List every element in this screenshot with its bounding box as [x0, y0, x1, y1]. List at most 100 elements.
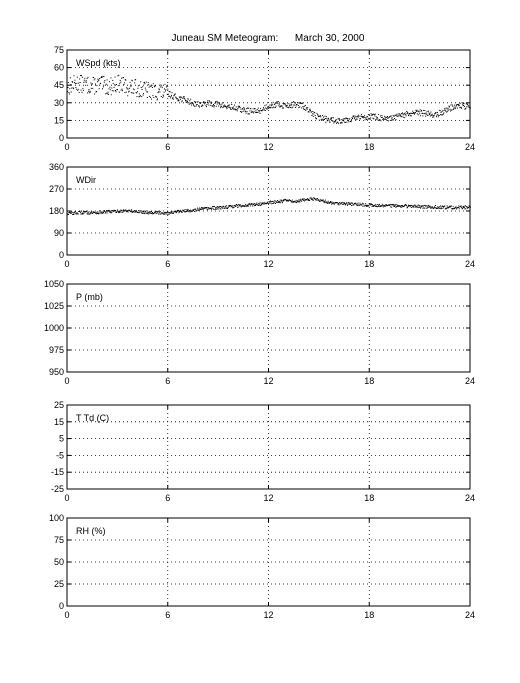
data-point — [187, 208, 189, 210]
data-point — [96, 211, 98, 213]
data-point — [100, 77, 102, 78]
data-point — [186, 211, 188, 212]
data-point — [295, 105, 297, 107]
data-point — [193, 101, 195, 103]
data-point — [110, 210, 112, 212]
y-tick-label: 100 — [49, 513, 64, 523]
data-point — [99, 210, 101, 212]
data-point — [130, 86, 132, 88]
data-point — [300, 102, 302, 103]
data-point — [252, 108, 254, 110]
data-point — [255, 205, 256, 206]
data-point — [144, 81, 145, 83]
data-point — [414, 204, 416, 206]
data-point — [426, 112, 428, 114]
data-point — [96, 81, 98, 83]
data-point — [284, 199, 286, 201]
data-point — [302, 102, 304, 104]
data-point — [118, 74, 120, 76]
data-point — [259, 202, 261, 204]
x-tick-label: 12 — [263, 610, 273, 620]
data-point — [301, 107, 303, 109]
data-point — [81, 91, 83, 93]
data-point — [389, 203, 391, 205]
data-point — [217, 101, 219, 103]
data-point — [376, 116, 378, 118]
data-point — [130, 84, 131, 86]
data-point — [463, 105, 464, 106]
data-point — [455, 107, 457, 109]
data-point — [90, 211, 92, 213]
data-point — [68, 212, 70, 214]
data-point — [419, 205, 421, 207]
data-point — [342, 204, 344, 205]
data-point — [165, 86, 167, 88]
data-point — [413, 112, 415, 113]
data-point — [192, 209, 194, 211]
data-point — [94, 78, 96, 80]
data-point — [247, 204, 249, 206]
data-point — [164, 213, 165, 215]
data-point — [109, 211, 111, 213]
data-point — [431, 113, 433, 115]
data-point — [109, 81, 110, 83]
data-point — [338, 204, 340, 206]
data-point — [369, 118, 371, 120]
data-point — [222, 207, 224, 209]
data-point — [114, 84, 116, 86]
data-point — [385, 116, 387, 118]
y-tick-label: 45 — [54, 80, 64, 90]
data-point — [88, 90, 89, 92]
data-point — [79, 82, 81, 83]
data-point — [206, 208, 208, 210]
y-tick-label: 270 — [49, 184, 64, 194]
data-point — [458, 103, 460, 105]
data-point — [135, 79, 137, 81]
data-point — [181, 101, 183, 103]
data-point — [126, 210, 128, 212]
data-point — [430, 111, 432, 113]
data-point — [437, 206, 439, 208]
data-point — [116, 209, 118, 211]
data-point — [253, 204, 255, 205]
data-point — [411, 112, 413, 114]
data-point — [323, 116, 325, 118]
data-point — [122, 90, 123, 92]
data-point — [295, 201, 297, 203]
data-point — [333, 202, 335, 204]
data-point — [435, 112, 437, 114]
data-point — [418, 110, 420, 112]
data-point — [282, 202, 283, 204]
data-point — [257, 204, 259, 206]
data-point — [363, 203, 365, 205]
data-point — [216, 103, 218, 105]
data-point — [361, 115, 363, 117]
y-tick-label: 1000 — [44, 323, 64, 333]
data-point — [141, 96, 143, 98]
data-point — [310, 197, 312, 199]
data-point — [124, 92, 126, 93]
data-point — [368, 118, 370, 120]
data-point — [98, 88, 100, 90]
data-point — [151, 98, 152, 100]
data-point — [374, 115, 376, 117]
data-point — [237, 105, 239, 107]
data-point — [117, 85, 119, 87]
data-point — [105, 211, 107, 213]
data-point — [372, 117, 374, 119]
data-point — [149, 95, 151, 97]
data-series — [67, 197, 471, 215]
data-point — [267, 203, 269, 204]
data-point — [417, 206, 419, 208]
data-point — [202, 101, 204, 103]
data-point — [353, 118, 355, 120]
data-point — [375, 203, 377, 205]
data-point — [239, 107, 241, 109]
data-point — [141, 212, 143, 214]
data-point — [155, 95, 157, 97]
data-point — [162, 212, 164, 214]
data-point — [348, 202, 350, 203]
data-point — [252, 111, 254, 113]
data-point — [218, 206, 220, 208]
data-point — [156, 99, 158, 101]
